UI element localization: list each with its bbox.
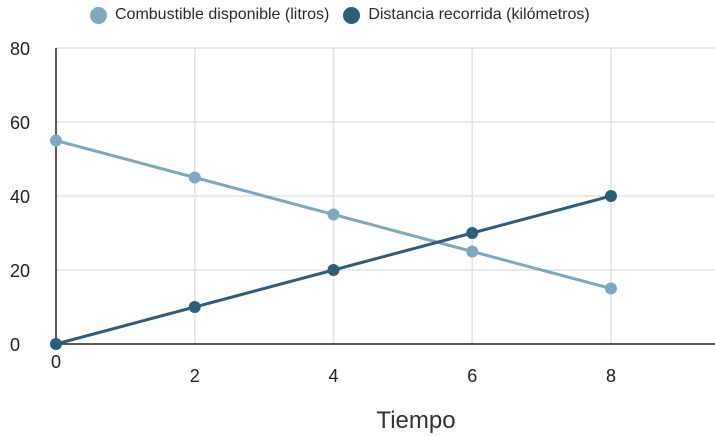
legend-swatch-distance	[343, 6, 361, 24]
legend-label-distance: Distancia recorrida (kilómetros)	[368, 6, 590, 23]
series-1-point-2	[327, 264, 340, 276]
series-0-point-4	[604, 282, 617, 295]
series-1-point-3	[466, 227, 479, 239]
x-tick-label-0: 0	[51, 352, 61, 372]
y-tick-label-0: 0	[10, 335, 20, 355]
series-1-point-1	[188, 301, 201, 313]
series-layer	[50, 134, 617, 350]
series-0-point-2	[327, 208, 340, 221]
legend-item-distance[interactable]: Distancia recorrida (kilómetros)	[343, 6, 590, 24]
legend-label-fuel: Combustible disponible (litros)	[115, 6, 330, 23]
series-1-point-0	[50, 338, 62, 350]
series-0-point-0	[50, 134, 62, 147]
tick-labels: 0 20 40 60 80 0 2 4 6 8	[10, 39, 616, 386]
legend: Combustible disponible (litros) Distanci…	[90, 6, 590, 24]
x-tick-label-2: 2	[190, 366, 200, 386]
y-tick-label-80: 80	[10, 39, 30, 59]
x-tick-label-8: 8	[606, 366, 616, 386]
x-tick-label-6: 6	[467, 366, 477, 386]
x-axis-label: Tiempo	[376, 407, 455, 434]
series-0-point-3	[466, 245, 479, 258]
legend-swatch-fuel	[90, 6, 107, 24]
series-1-point-4	[604, 190, 617, 202]
y-tick-label-40: 40	[10, 187, 30, 207]
series-0-point-1	[188, 171, 201, 184]
legend-item-fuel[interactable]: Combustible disponible (litros)	[90, 6, 329, 24]
axes	[55, 48, 715, 345]
y-tick-label-60: 60	[10, 113, 30, 133]
x-tick-label-4: 4	[328, 366, 338, 386]
y-tick-label-20: 20	[10, 261, 30, 281]
